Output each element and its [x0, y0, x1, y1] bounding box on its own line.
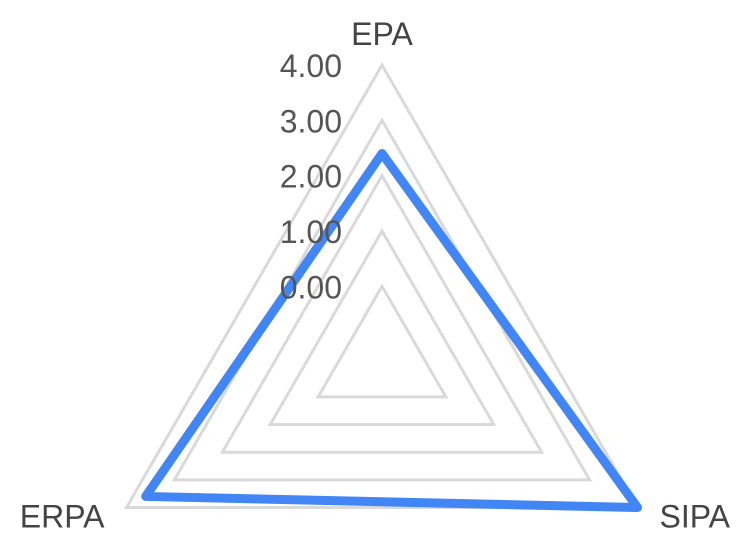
- grid-ring-1: [267, 227, 497, 427]
- grid-ring-0: [315, 283, 449, 399]
- grid-layer: [123, 61, 641, 509]
- grid-ring-4: [123, 61, 641, 509]
- tick-label: 2.00: [280, 159, 342, 195]
- axis-label-erpa: ERPA: [20, 499, 105, 535]
- tick-label: 3.00: [280, 103, 342, 139]
- grid-ring-2: [219, 172, 545, 454]
- series-layer: [141, 149, 642, 512]
- series-line-0: [141, 149, 642, 512]
- axis-label-sipa: SIPA: [659, 499, 730, 535]
- axis-label-epa: EPA: [351, 16, 413, 52]
- tick-label: 0.00: [280, 269, 342, 305]
- tick-labels: 0.00 1.00 2.00 3.00 4.00: [280, 48, 342, 305]
- tick-label: 1.00: [280, 214, 342, 250]
- tick-label: 4.00: [280, 48, 342, 84]
- axis-labels: EPA SIPA ERPA: [20, 16, 731, 535]
